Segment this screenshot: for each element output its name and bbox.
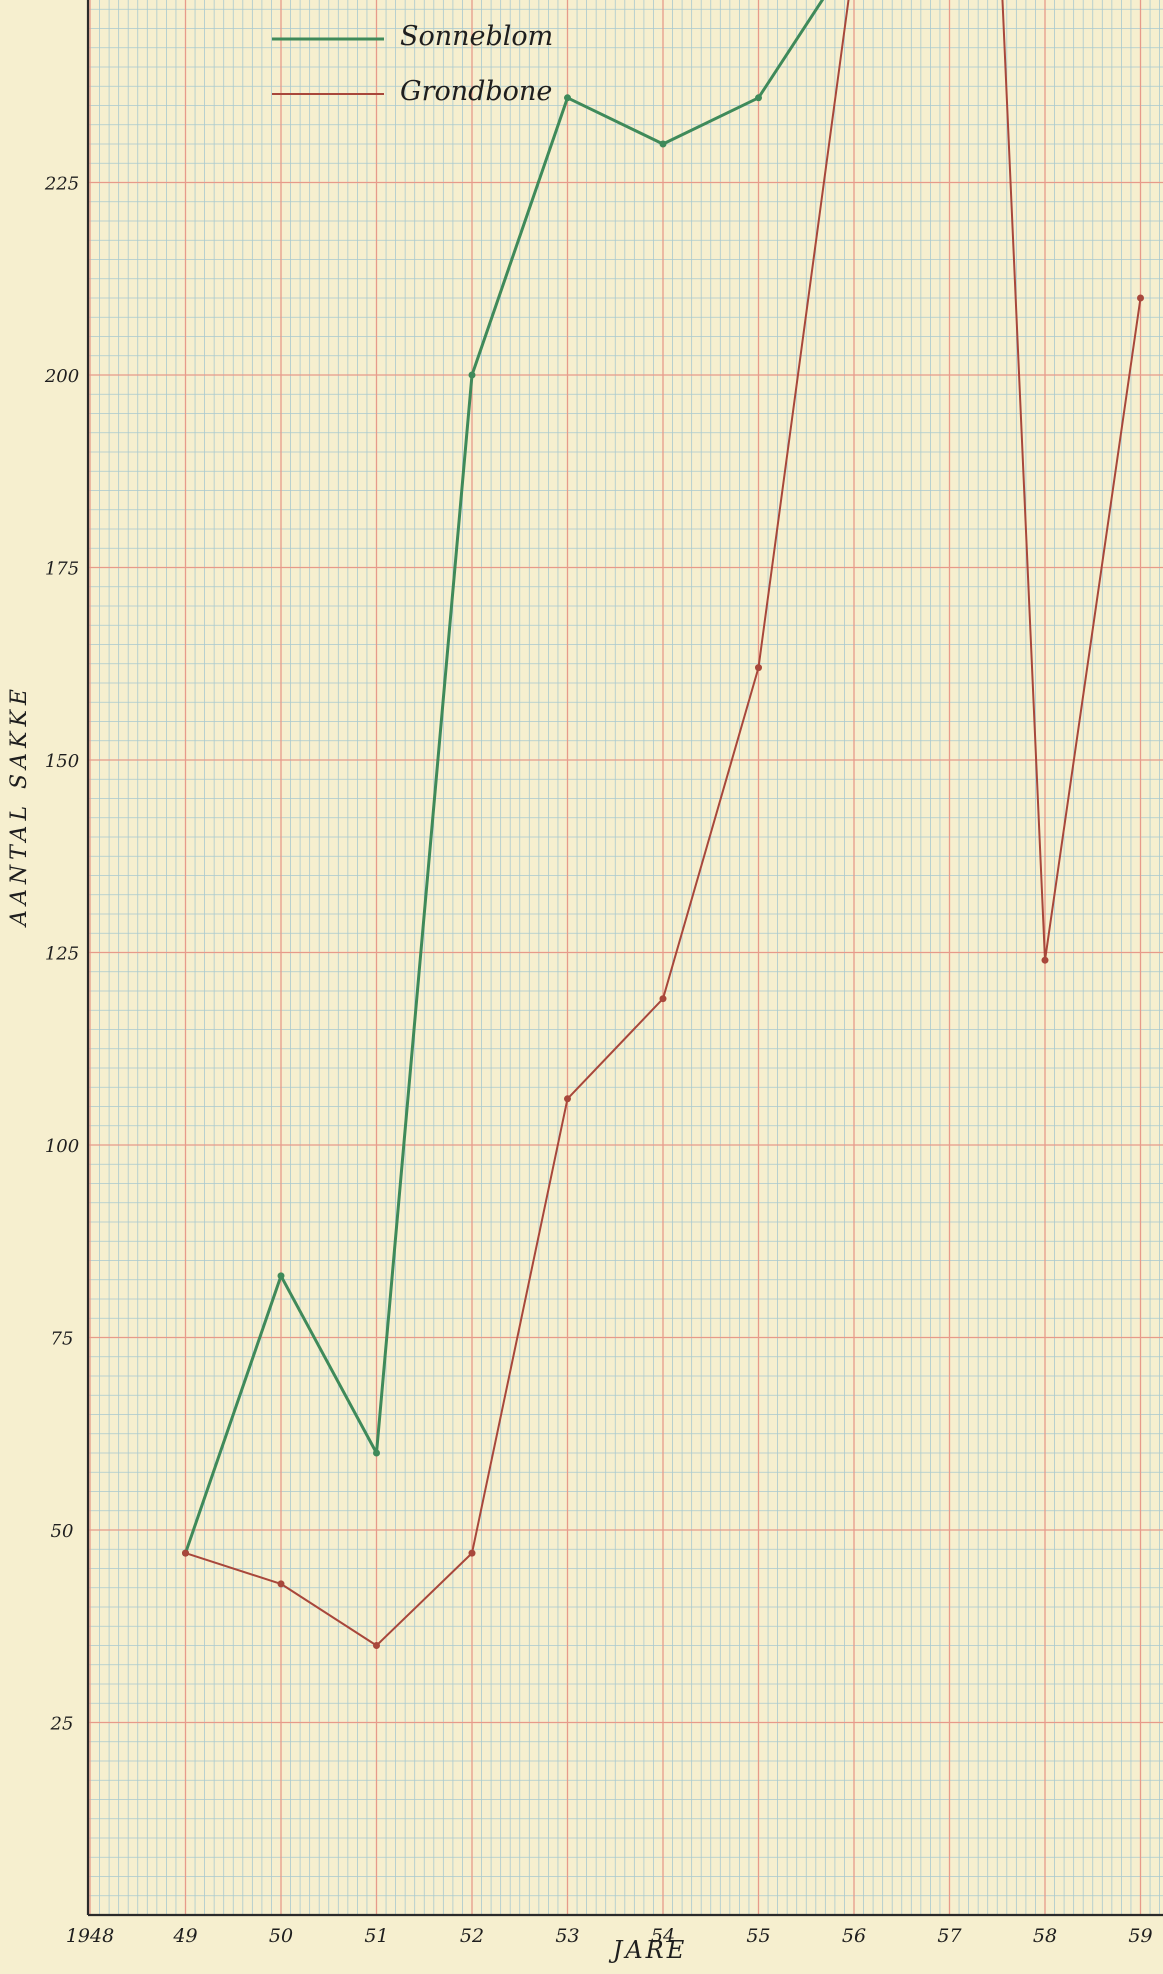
- y-tick-label: 200: [44, 366, 79, 387]
- y-tick-label: 75: [51, 1329, 74, 1350]
- data-point: [755, 664, 762, 672]
- data-point: [564, 1095, 571, 1103]
- y-tick-label: 250: [44, 0, 79, 2]
- x-tick-label: 51: [364, 1925, 388, 1947]
- x-tick-label: 50: [269, 1925, 293, 1947]
- axes: [86, 0, 1163, 1917]
- x-tick-labels: 1948 49 50 51 52 53 54 55 56 57 58 59: [66, 1925, 1153, 1947]
- x-tick-label: 57: [937, 1925, 962, 1947]
- data-point: [468, 1549, 476, 1557]
- x-tick-label: 56: [842, 1925, 866, 1947]
- x-tick-label: 53: [555, 1925, 579, 1947]
- axis-labels: AANTAL SAKKE JARE: [7, 684, 688, 1964]
- data-point: [659, 140, 667, 148]
- legend-label: Sonneblom: [400, 21, 553, 52]
- data-point: [277, 1272, 285, 1280]
- y-tick-label: 25: [50, 1714, 74, 1735]
- data-point: [1041, 956, 1049, 964]
- data-point: [373, 1449, 380, 1457]
- y-axis-label: AANTAL SAKKE: [7, 684, 32, 928]
- x-tick-label: 54: [651, 1925, 675, 1947]
- legend: Sonneblom Grondbone: [272, 21, 553, 107]
- x-tick-label: 1948: [66, 1925, 114, 1947]
- y-tick-label: 125: [45, 944, 79, 965]
- y-tick-label: 175: [45, 559, 79, 580]
- y-tick-labels: 2550751001251501752002252502753003253503…: [44, 0, 79, 1735]
- data-point: [468, 371, 476, 379]
- legend-label: Grondbone: [400, 76, 552, 107]
- y-tick-label: 100: [45, 1136, 79, 1157]
- data-point: [373, 1642, 380, 1649]
- y-tick-label: 225: [44, 174, 79, 195]
- x-tick-label: 49: [172, 1925, 197, 1947]
- x-tick-label: 55: [746, 1925, 770, 1947]
- grid-minor: [88, 0, 1163, 1916]
- x-tick-label: 59: [1128, 1925, 1152, 1947]
- data-point: [277, 1580, 285, 1588]
- x-tick-label: 58: [1033, 1925, 1057, 1947]
- x-tick-label: 52: [460, 1925, 484, 1947]
- y-tick-label: 50: [51, 1521, 74, 1542]
- data-point: [755, 94, 762, 102]
- data-point: [659, 995, 667, 1003]
- y-tick-label: 150: [45, 751, 79, 772]
- series-layer: [182, 0, 1144, 1649]
- data-point: [564, 94, 571, 102]
- data-point: [1137, 294, 1144, 302]
- data-point: [182, 1549, 189, 1557]
- x-axis-label: JARE: [608, 1936, 688, 1964]
